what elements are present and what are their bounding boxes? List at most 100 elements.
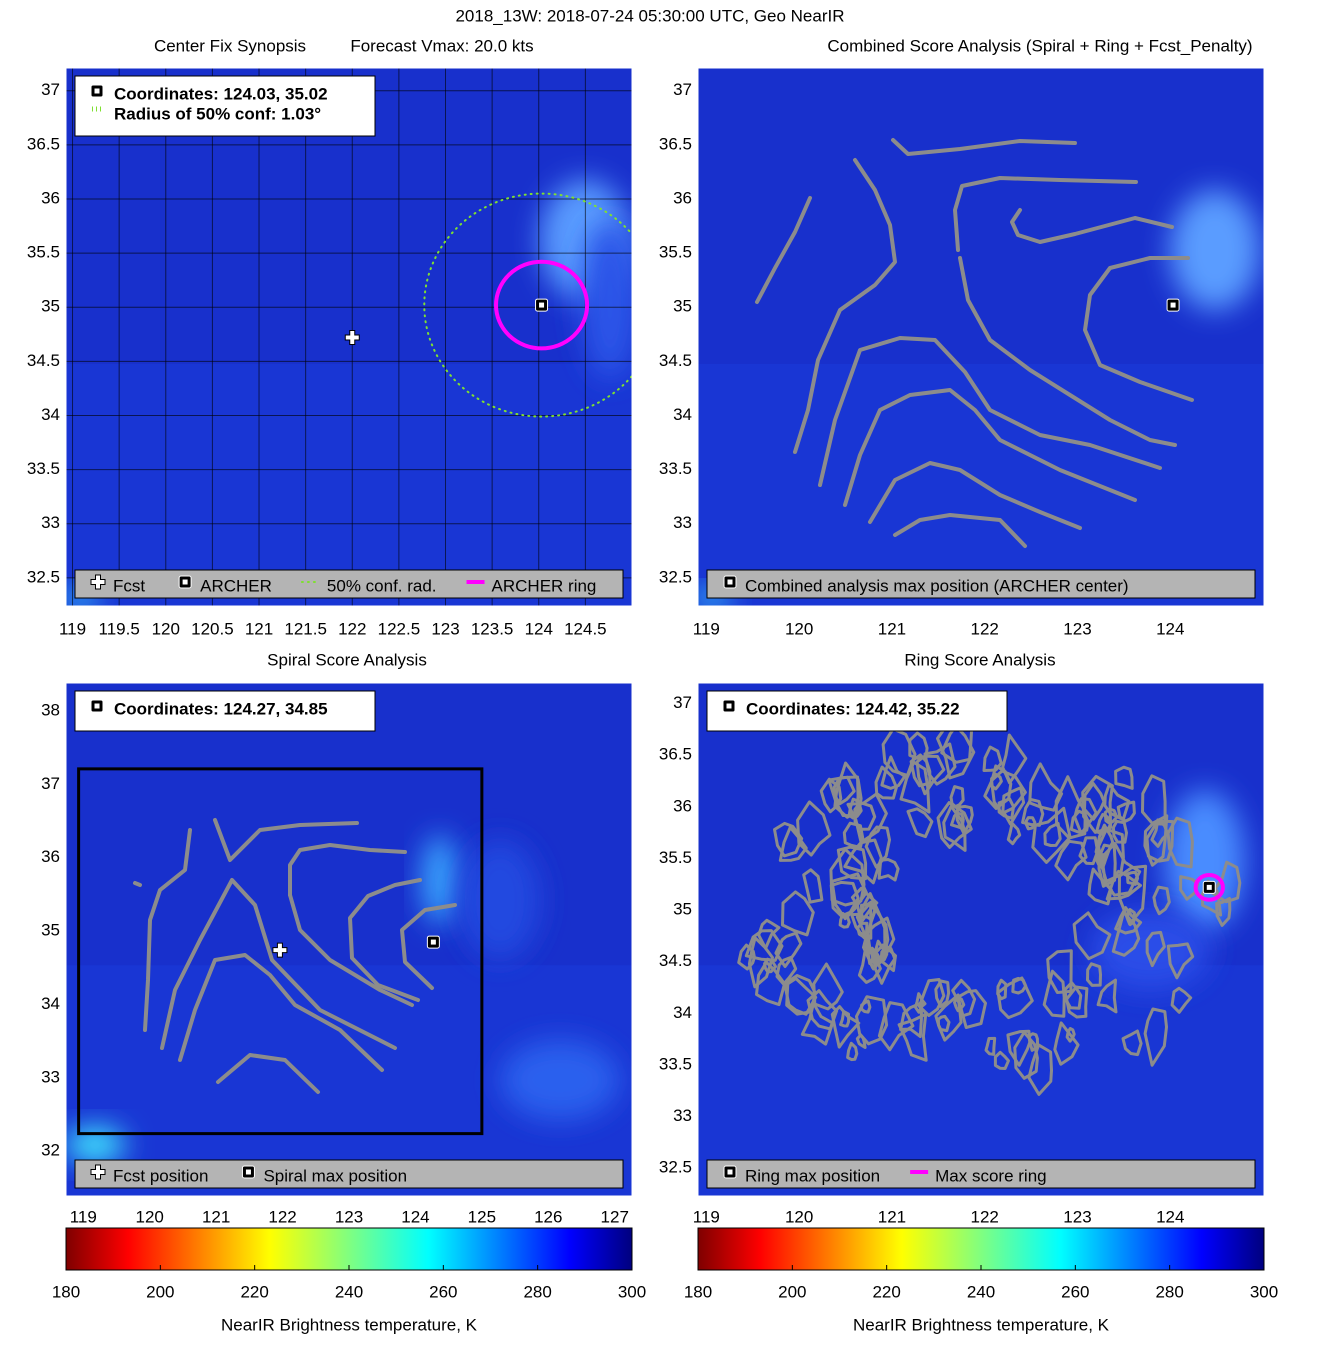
annotation-icon [722,699,736,713]
score-contour [747,936,774,989]
image-shade [66,363,632,606]
score-contour [942,804,967,852]
marker-inner [1170,302,1176,308]
score-contour [953,176,1138,252]
y-tick-label: 34 [673,1003,692,1022]
score-contour [996,976,1034,1020]
score-contour [1028,762,1064,812]
marker-inner [245,1169,251,1175]
legend-label: Spiral max position [263,1166,407,1185]
score-contour [1054,839,1088,882]
cloud-patch [422,835,458,925]
score-contour [1083,782,1106,821]
score-contour [908,731,929,760]
panel-title: Center Fix Synopsis [154,36,306,55]
legend-label: Max score ring [935,1166,1046,1185]
annotation: Coordinates: 124.27, 34.85 [114,699,328,718]
plot-area [66,68,632,606]
cloud-patch [1090,910,1210,990]
score-contour [956,989,987,1029]
y-tick-label: 33 [673,513,692,532]
y-tick-label: 33 [673,1106,692,1125]
score-contour [1215,897,1232,927]
y-tick-label: 33 [41,1067,60,1086]
score-contour [893,513,1027,548]
colorbar-tick-label: 240 [335,1282,363,1301]
score-contour [836,845,868,881]
legend-label: 50% conf. rad. [327,576,437,595]
panel-title: Combined Score Analysis (Spiral + Ring +… [827,36,1252,55]
score-contour [1027,1043,1053,1096]
score-contour [855,892,887,965]
score-contour [1001,786,1026,826]
colorbar-label: NearIR Brightness temperature, K [221,1315,478,1334]
score-contour [1013,1030,1039,1080]
y-tick-label: 36 [673,188,692,207]
score-contour [1010,208,1174,244]
x-tick-label: 127 [601,1207,629,1226]
colorbar-tick-label: 220 [240,1282,268,1301]
score-contour [868,461,1082,530]
x-tick-label: 119 [693,619,720,638]
score-contour [843,838,883,885]
x-tick-label: 124 [525,619,553,638]
y-tick-label: 35.5 [27,243,60,262]
marker-inner [1206,884,1212,890]
score-contour [781,890,815,937]
score-contour [984,1036,997,1056]
axes-frame [697,682,1265,1197]
y-tick-label: 35 [673,900,692,919]
score-contour [877,858,900,882]
score-contour [864,825,891,869]
legend-icon [178,575,192,589]
y-tick-label: 36.5 [27,134,60,153]
score-contour [1006,821,1022,846]
y-tick-label: 33.5 [27,459,60,478]
legend-icon [90,1164,106,1180]
marker [1166,298,1180,312]
score-contour [923,742,957,786]
annotation-box [74,75,376,137]
x-tick-label: 123 [335,1207,363,1226]
score-contour [906,807,934,839]
score-contour [936,801,973,849]
annotation: Radius of 50% conf: 1.03° [114,104,321,123]
score-contour [1116,800,1136,823]
marker-inner [726,703,732,709]
score-contour [1001,733,1028,785]
x-tick-label: 120 [136,1207,164,1226]
score-contour [1105,869,1142,901]
score-contour [1150,818,1170,848]
score-contour [915,754,946,796]
score-contour [1046,949,1073,994]
panel: Coordinates: 124.42, 35.22 Ring max posit… [659,650,1278,1334]
y-tick-label: 35 [41,921,60,940]
confidence-circle [423,192,632,418]
score-contour [178,953,384,1072]
x-tick-label: 124.5 [564,619,607,638]
score-contour [880,755,907,790]
score-contour [842,821,865,849]
y-tick-label: 36 [673,796,692,815]
marker [535,298,549,312]
legend-box [706,1159,1256,1189]
score-contour [819,777,843,814]
x-tick-label: 123 [431,619,459,638]
axes-frame [65,682,633,1197]
score-contour [143,828,192,1032]
y-tick-label: 37 [41,80,60,99]
annotation-icon [90,699,104,713]
score-contour [757,918,781,950]
score-contour [160,878,397,1050]
score-contour [1179,875,1200,901]
ring [494,259,590,351]
score-contour [737,943,756,971]
score-contour [1114,765,1134,790]
x-tick-label: 119 [693,1207,720,1226]
score-contour [1114,906,1143,935]
score-contour [891,138,1077,156]
score-contour [133,881,142,887]
plot-area [66,683,632,1196]
y-tick-label: 32.5 [659,567,692,586]
y-tick-label: 37 [41,774,60,793]
